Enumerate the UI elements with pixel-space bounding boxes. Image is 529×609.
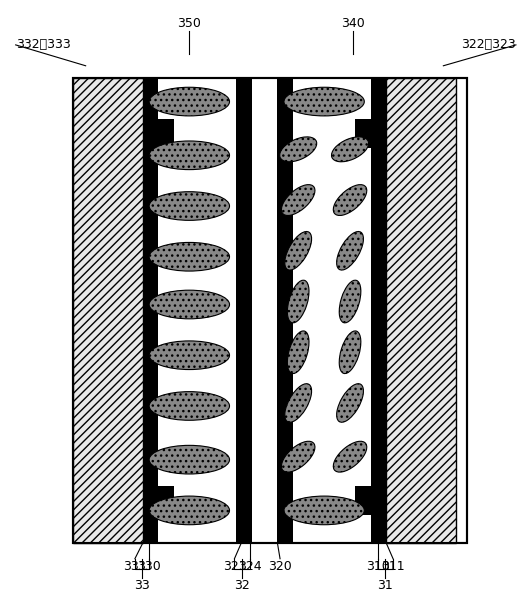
Ellipse shape	[149, 192, 230, 220]
Bar	[386, 78, 457, 543]
Ellipse shape	[281, 185, 315, 216]
Bar	[355, 486, 371, 515]
Bar	[72, 78, 467, 543]
Ellipse shape	[336, 384, 363, 422]
Bar	[278, 78, 293, 543]
Bar	[158, 119, 174, 148]
Ellipse shape	[339, 331, 361, 373]
Ellipse shape	[149, 87, 230, 116]
Ellipse shape	[285, 384, 312, 422]
Text: 311: 311	[381, 560, 405, 573]
Ellipse shape	[339, 280, 361, 323]
Text: 330: 330	[138, 560, 161, 573]
Ellipse shape	[332, 137, 369, 162]
Ellipse shape	[149, 496, 230, 525]
Ellipse shape	[284, 87, 364, 116]
Ellipse shape	[287, 280, 309, 323]
Text: 33: 33	[134, 579, 150, 592]
Text: 340: 340	[341, 17, 364, 30]
Text: 324: 324	[238, 560, 262, 573]
Bar	[72, 78, 467, 543]
Ellipse shape	[149, 141, 230, 170]
Ellipse shape	[336, 231, 363, 270]
Bar	[371, 78, 386, 543]
Text: 350: 350	[177, 17, 201, 30]
Text: 320: 320	[268, 560, 292, 573]
Text: 331: 331	[123, 560, 147, 573]
Text: 32: 32	[234, 579, 250, 592]
Text: 322、323: 322、323	[461, 38, 516, 51]
Text: 310: 310	[366, 560, 389, 573]
Bar	[386, 78, 457, 543]
Ellipse shape	[287, 331, 309, 373]
Ellipse shape	[280, 137, 317, 162]
Ellipse shape	[281, 442, 315, 472]
Text: 321: 321	[223, 560, 246, 573]
Ellipse shape	[333, 442, 367, 472]
Ellipse shape	[149, 392, 230, 420]
Bar	[158, 486, 174, 515]
Ellipse shape	[149, 341, 230, 370]
Ellipse shape	[333, 185, 367, 216]
Bar	[143, 78, 158, 543]
Text: 31: 31	[377, 579, 393, 592]
Ellipse shape	[149, 445, 230, 474]
Bar	[355, 119, 371, 148]
Ellipse shape	[149, 290, 230, 319]
Bar	[72, 78, 143, 543]
Bar	[72, 78, 143, 543]
Ellipse shape	[284, 496, 364, 525]
Ellipse shape	[149, 242, 230, 271]
Text: 332、333: 332、333	[16, 38, 70, 51]
Bar	[236, 78, 252, 543]
Ellipse shape	[285, 231, 312, 270]
